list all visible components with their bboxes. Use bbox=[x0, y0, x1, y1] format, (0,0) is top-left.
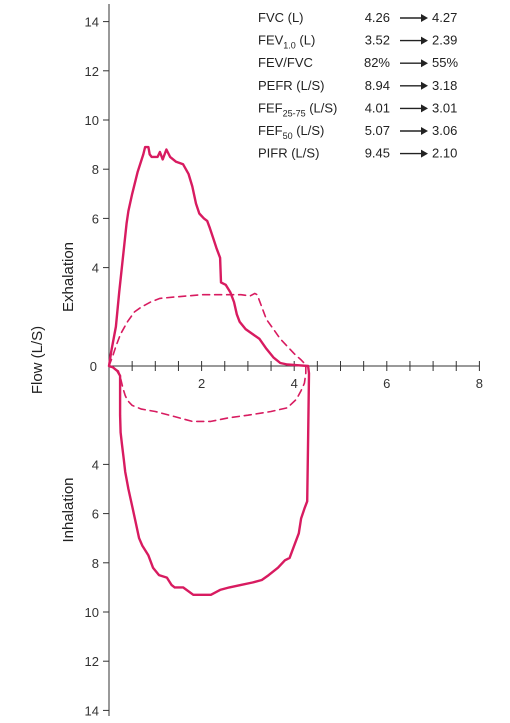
table-row-subscript: 25-75 bbox=[283, 108, 306, 118]
table-row-label: PIFR (L/S) bbox=[258, 146, 319, 161]
table-row-subscript: 1.0 bbox=[283, 41, 296, 51]
table-value-before: 8.94 bbox=[365, 78, 390, 93]
x-tick-label: 6 bbox=[383, 376, 390, 391]
arrow-icon bbox=[421, 149, 428, 158]
y-tick-label-lower: 10 bbox=[85, 605, 99, 620]
arrow-icon bbox=[421, 81, 428, 90]
table-row-label: FEF25-75 (L/S) bbox=[258, 100, 337, 118]
table-row-unit: (L/S) bbox=[293, 123, 325, 138]
x-tick-label: 8 bbox=[476, 376, 483, 391]
flow-loop-solid bbox=[107, 145, 311, 596]
arrow-icon bbox=[421, 59, 428, 68]
y-tick-label-upper: 14 bbox=[85, 15, 99, 30]
origin-label: 0 bbox=[90, 359, 97, 374]
table-row-name: PIFR (L/S) bbox=[258, 146, 319, 161]
table-row-name: FVC (L) bbox=[258, 10, 304, 25]
arrow-icon bbox=[421, 127, 428, 135]
table-value-before: 4.01 bbox=[365, 100, 390, 115]
table-row-unit: (L/S) bbox=[306, 100, 338, 115]
table-row-subscript: 50 bbox=[283, 131, 293, 141]
table-value-after: 55% bbox=[432, 55, 458, 70]
flow-loop-dashed bbox=[108, 292, 307, 423]
table-value-after: 3.01 bbox=[432, 100, 457, 115]
table-row-name: FEF bbox=[258, 100, 283, 115]
exhalation-label: Exhalation bbox=[60, 242, 77, 312]
x-tick-label: 4 bbox=[291, 376, 298, 391]
table-value-after: 3.06 bbox=[432, 123, 457, 138]
table-row-label: FVC (L) bbox=[258, 10, 304, 25]
table-value-after: 3.18 bbox=[432, 78, 457, 93]
table-row-name: FEV/FVC bbox=[258, 55, 313, 70]
table-row-name: FEF bbox=[258, 123, 283, 138]
arrow-icon bbox=[421, 104, 428, 113]
table-row-label: FEF50 (L/S) bbox=[258, 123, 324, 141]
arrow-icon bbox=[421, 36, 428, 45]
table-value-after: 2.39 bbox=[432, 33, 457, 48]
table-value-after: 2.10 bbox=[432, 146, 457, 161]
table-value-before: 3.52 bbox=[365, 33, 390, 48]
table-row-label: FEV1.0 (L) bbox=[258, 33, 315, 51]
y-axis-title: Flow (L/S) bbox=[29, 326, 46, 394]
y-tick-label-upper: 12 bbox=[85, 64, 99, 79]
y-tick-label-upper: 10 bbox=[85, 113, 99, 128]
y-tick-label-lower: 4 bbox=[92, 457, 99, 472]
y-tick-label-lower: 14 bbox=[85, 703, 99, 718]
y-tick-label-lower: 8 bbox=[92, 556, 99, 571]
y-tick-label-upper: 6 bbox=[92, 211, 99, 226]
arrow-icon bbox=[421, 14, 428, 22]
x-tick-label: 2 bbox=[198, 376, 205, 391]
table-row-label: FEV/FVC bbox=[258, 55, 313, 70]
table-value-before: 82% bbox=[364, 55, 390, 70]
table-value-after: 4.27 bbox=[432, 10, 457, 25]
y-tick-label-upper: 4 bbox=[92, 261, 99, 276]
table-row-unit: (L) bbox=[296, 33, 316, 48]
y-tick-label-upper: 8 bbox=[92, 162, 99, 177]
table-value-before: 5.07 bbox=[365, 123, 390, 138]
table-row-name: FEV bbox=[258, 33, 284, 48]
inhalation-label: Inhalation bbox=[60, 477, 77, 542]
table-value-before: 9.45 bbox=[365, 146, 390, 161]
table-row-label: PEFR (L/S) bbox=[258, 78, 324, 93]
table-value-before: 4.26 bbox=[365, 10, 390, 25]
table-row-name: PEFR (L/S) bbox=[258, 78, 324, 93]
y-tick-label-lower: 6 bbox=[92, 507, 99, 522]
y-tick-label-lower: 12 bbox=[85, 654, 99, 669]
